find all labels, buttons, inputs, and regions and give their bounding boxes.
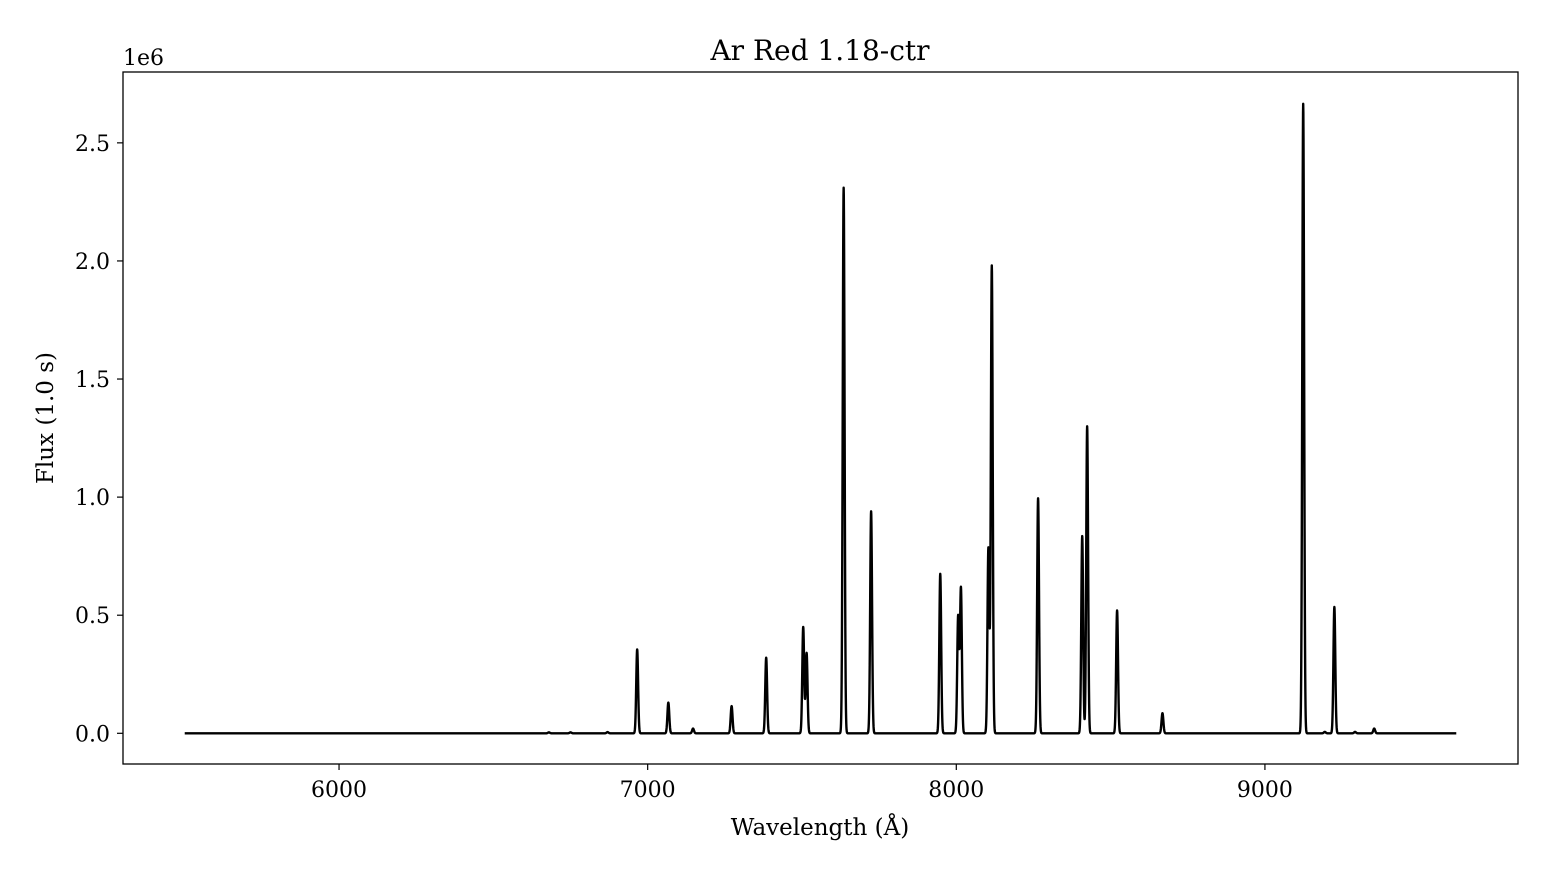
x-tick-label: 8000 bbox=[928, 778, 984, 803]
plot-area bbox=[183, 102, 1458, 735]
y-tick-label: 1.5 bbox=[75, 368, 110, 393]
x-tick-label: 7000 bbox=[620, 778, 676, 803]
x-axis-label: Wavelength (Å) bbox=[731, 813, 909, 841]
axis-ticks: 6000 7000 8000 9000 0.0 0.5 1.0 1.5 2.0 2.5 bbox=[75, 132, 1293, 803]
y-tick-label: 0.0 bbox=[75, 722, 110, 747]
series-line-0 bbox=[183, 102, 1458, 735]
y-tick-label: 2.0 bbox=[75, 250, 110, 275]
y-axis-offset-label: 1e6 bbox=[123, 46, 164, 71]
x-tick-label: 9000 bbox=[1237, 778, 1293, 803]
y-axis-label: Flux (1.0 s) bbox=[33, 352, 59, 484]
y-tick-label: 2.5 bbox=[75, 132, 110, 157]
y-tick-label: 1.0 bbox=[75, 486, 110, 511]
plot-frame bbox=[122, 71, 1519, 765]
y-tick-label: 0.5 bbox=[75, 604, 110, 629]
chart-title: Ar Red 1.18-ctr bbox=[709, 34, 930, 67]
x-tick-label: 6000 bbox=[311, 778, 367, 803]
